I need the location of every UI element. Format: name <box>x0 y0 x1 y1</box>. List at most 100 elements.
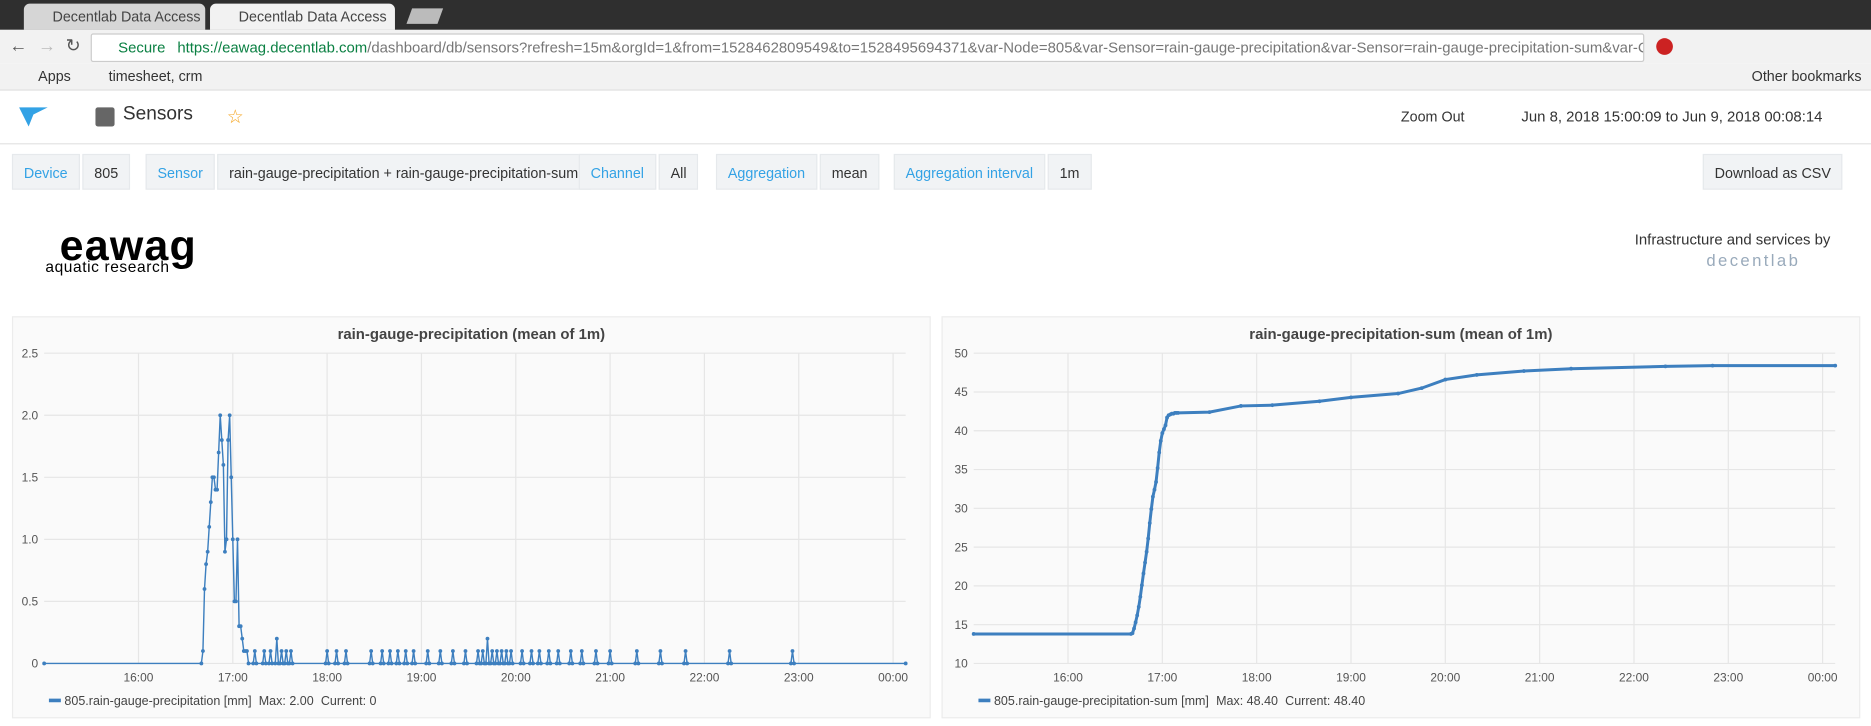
star-button[interactable]: ☆ <box>226 107 244 128</box>
data-point <box>333 661 337 666</box>
data-point <box>518 661 523 666</box>
data-point <box>251 661 256 666</box>
data-point <box>326 661 331 666</box>
data-point <box>1239 404 1243 408</box>
data-point <box>268 649 273 653</box>
data-point <box>325 649 330 653</box>
x-tick-label: 19:00 <box>407 670 437 684</box>
time-range[interactable]: Jun 8, 2018 15:00:09 to Jun 9, 2018 00:0… <box>1521 108 1823 126</box>
variable-label: Channel <box>578 153 656 190</box>
data-point <box>608 649 613 653</box>
variable-label: Aggregation interval <box>893 153 1045 190</box>
data-point <box>223 549 227 554</box>
bookmark[interactable]: Other bookmarks <box>1751 68 1862 85</box>
variable-dropdown[interactable]: mean <box>819 153 880 190</box>
data-point <box>683 649 688 653</box>
data-point <box>499 649 504 653</box>
tab[interactable]: Decentlab Data Access <box>23 3 206 30</box>
variable-dropdown[interactable]: All <box>658 153 699 190</box>
data-point <box>971 632 976 636</box>
data-point <box>218 413 223 418</box>
y-tick-label: 20 <box>954 579 968 593</box>
data-point <box>568 649 573 653</box>
url-box[interactable]: Secure https://eawag.decentlab.com/dashbo… <box>90 33 1645 63</box>
secure-label: Secure <box>118 39 166 57</box>
y-tick-label: 45 <box>954 385 968 399</box>
data-point <box>461 661 466 666</box>
data-point <box>510 661 515 666</box>
data-point <box>546 649 551 653</box>
variable-dropdown[interactable]: 1m <box>1047 153 1092 190</box>
data-point <box>381 661 386 666</box>
data-point <box>685 661 690 666</box>
data-point <box>1135 613 1140 618</box>
grafana-logo[interactable] <box>19 105 50 129</box>
data-point <box>1157 450 1162 455</box>
variable-dropdown[interactable]: rain-gauge-precipitation + rain-gauge-pr… <box>217 153 591 190</box>
data-point <box>463 649 468 653</box>
variable-label: Aggregation <box>715 153 818 190</box>
eawag-logo: eawag <box>59 220 197 270</box>
data-point <box>334 649 339 653</box>
data-point <box>1146 536 1151 541</box>
data-point <box>425 649 430 653</box>
data-point <box>792 661 796 666</box>
data-point <box>682 661 686 666</box>
data-point <box>267 661 271 666</box>
data-point <box>1419 386 1424 391</box>
adblock-icon[interactable] <box>1656 38 1673 55</box>
reload-button[interactable]: ↻ <box>65 35 81 57</box>
y-tick-label: 30 <box>954 501 968 515</box>
data-point <box>1149 507 1154 512</box>
data-point <box>1522 369 1526 373</box>
data-point <box>727 649 732 653</box>
new-tab-button[interactable] <box>406 8 444 24</box>
infrastructure-text: Infrastructure and services by <box>1634 231 1831 249</box>
data-point <box>395 649 400 653</box>
forward-button[interactable]: → <box>38 35 57 57</box>
variable-dropdown[interactable]: 805 <box>82 153 131 190</box>
eawag-tagline: aquatic research <box>45 257 170 276</box>
data-point <box>484 661 488 666</box>
x-tick-label: 16:00 <box>1053 670 1083 684</box>
x-tick-label: 21:00 <box>1525 670 1555 684</box>
data-point <box>238 624 243 629</box>
data-point <box>221 462 226 467</box>
bookmark[interactable]: Apps <box>38 68 71 85</box>
back-button[interactable]: ← <box>9 35 28 57</box>
data-point <box>535 661 540 666</box>
x-tick-label: 23:00 <box>784 670 814 684</box>
data-point <box>578 661 583 666</box>
data-point <box>1474 373 1479 377</box>
download-button[interactable]: Download as CSV <box>1702 153 1843 190</box>
data-point <box>557 661 562 666</box>
data-point <box>378 661 383 666</box>
data-point <box>201 649 205 653</box>
data-point <box>502 661 507 666</box>
data-point <box>498 661 502 666</box>
variable-label: Device <box>11 153 80 190</box>
data-point <box>380 649 385 653</box>
data-point <box>1833 363 1838 368</box>
data-point <box>1147 521 1152 525</box>
dashboard-title[interactable]: Sensors <box>122 103 193 125</box>
zoom-out-button[interactable]: Zoom Out <box>1400 108 1465 126</box>
x-tick-label: 16:00 <box>124 670 154 684</box>
data-point <box>369 649 374 653</box>
data-point <box>449 661 454 666</box>
data-point <box>386 661 391 666</box>
data-point <box>450 649 455 653</box>
variable-label: Sensor <box>145 153 215 190</box>
data-point <box>790 649 795 653</box>
tab[interactable]: Decentlab Data Access <box>210 3 395 30</box>
data-point <box>1150 494 1155 499</box>
data-point <box>1152 487 1157 492</box>
url-host: https://eawag.decentlab.com <box>177 39 368 57</box>
y-tick-label: 2.0 <box>22 408 39 422</box>
data-point <box>594 649 598 653</box>
x-tick-label: 17:00 <box>1147 670 1177 684</box>
data-point <box>1349 395 1353 400</box>
data-point <box>1144 549 1149 554</box>
bookmark[interactable]: timesheet, crm <box>108 68 203 85</box>
